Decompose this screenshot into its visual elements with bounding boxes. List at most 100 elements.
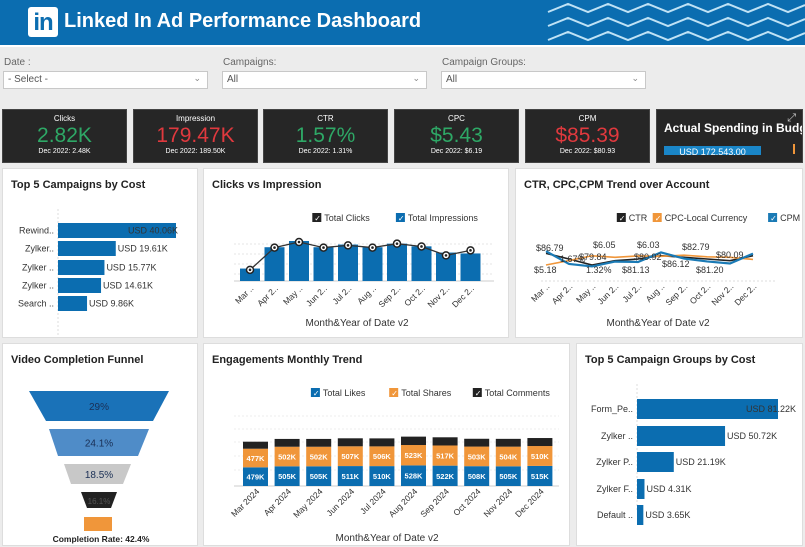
clicks-point-dot xyxy=(469,249,472,252)
data-label: $82.79 xyxy=(682,242,710,252)
funnel-label: 29% xyxy=(89,402,109,413)
date-filter-select[interactable]: - Select - ⌄ xyxy=(3,71,208,89)
impressions-bar xyxy=(387,243,407,281)
x-tick-label: Jun 2.. xyxy=(304,283,329,308)
stack-segment-total-shares xyxy=(432,445,458,466)
kpi-comparison: Dec 2022: $80.93 xyxy=(559,148,616,155)
data-label: 502K xyxy=(278,453,297,462)
campaigns-filter-value: All xyxy=(227,74,239,85)
legend-checkbox xyxy=(472,388,482,397)
stack-segment-total-comments xyxy=(306,438,332,447)
stack-segment-total-comments xyxy=(464,438,490,447)
data-label: 477K xyxy=(247,454,266,463)
stack-segment-total-shares xyxy=(306,446,332,467)
data-label: 505K xyxy=(310,472,329,481)
data-label: 510K xyxy=(373,472,392,481)
data-label: USD 40.06K xyxy=(128,226,178,236)
stack-segment-total-comments xyxy=(274,438,300,447)
budget-marker xyxy=(793,144,795,154)
stack-segment-total-likes xyxy=(527,465,553,486)
campaign-groups-filter-select[interactable]: All ⌄ xyxy=(441,71,646,89)
kpi-title: Clicks xyxy=(53,114,76,123)
campaign-groups-filter-label: Campaign Groups: xyxy=(442,57,526,68)
data-label: 523K xyxy=(405,451,424,460)
ctr-trend-panel: CTR, CPC,CPM Trend over Account ✓ CTR ✓ CPC… xyxy=(515,168,803,338)
kpi-comparison: Dec 2022: $6.19 xyxy=(430,148,483,155)
x-tick-label: Aug 2024 xyxy=(387,486,420,519)
clicks-point-dot xyxy=(444,254,448,257)
bar xyxy=(637,426,726,446)
legend-label: Total Likes xyxy=(323,388,366,398)
zigzag-decoration xyxy=(547,2,805,42)
data-label: 515K xyxy=(531,472,550,481)
linkedin-logo: in xyxy=(28,7,58,37)
impressions-bar xyxy=(289,241,309,281)
stack-segment-total-comments xyxy=(495,438,521,447)
impressions-bar xyxy=(362,247,383,281)
chevron-down-icon: ⌄ xyxy=(193,73,201,83)
funnel-label: 16.1% xyxy=(88,497,111,506)
campaigns-filter-select[interactable]: All ⌄ xyxy=(222,71,427,89)
stack-segment-total-comments xyxy=(401,436,426,446)
impressions-bar xyxy=(436,252,456,281)
data-label: 508K xyxy=(468,472,487,481)
impressions-bar xyxy=(240,268,260,281)
x-axis-title: Month&Year of Date v2 xyxy=(606,318,709,329)
data-label: $80.09 xyxy=(716,250,744,260)
data-label: $6.05 xyxy=(593,240,616,250)
stack-segment-total-likes xyxy=(337,466,363,486)
panel-title: Video Completion Funnel xyxy=(11,354,144,366)
expand-icon[interactable]: ⤢ xyxy=(787,112,796,124)
clicks-point-dot xyxy=(371,246,374,249)
check-icon: ✓ xyxy=(391,389,398,398)
check-icon: ✓ xyxy=(475,389,482,398)
x-tick-label: Nov 2.. xyxy=(709,281,735,307)
legend-label: Total Comments xyxy=(485,388,551,398)
category-label: Zylker .. xyxy=(22,263,54,273)
x-tick-label: Sep 2024 xyxy=(418,486,451,519)
data-label: 1.67% xyxy=(560,254,586,264)
data-label: 507K xyxy=(341,452,360,461)
funnel-label: 18.5% xyxy=(85,470,113,481)
stack-segment-total-likes xyxy=(495,466,521,486)
bar xyxy=(58,260,105,275)
x-tick-label: Jul 2024 xyxy=(358,486,388,516)
x-tick-label: Apr 2.. xyxy=(550,281,575,306)
legend-checkbox xyxy=(768,213,778,222)
stack-segment-total-shares xyxy=(527,446,553,466)
stack-segment-total-shares xyxy=(369,446,395,467)
kpi-comparison: Dec 2022: 1.31% xyxy=(298,148,353,155)
data-label: $86.79 xyxy=(536,243,564,253)
data-label: USD 3.65K xyxy=(645,510,690,520)
stack-segment-total-likes xyxy=(401,465,426,486)
data-label: USD 15.77K xyxy=(106,263,156,273)
kpi-value: 1.57% xyxy=(295,124,356,147)
stack-segment-total-shares xyxy=(401,445,426,466)
kpi-card-ctr: CTR 1.57% Dec 2022: 1.31% xyxy=(263,109,388,163)
data-label: 528K xyxy=(405,472,424,481)
funnel-stage xyxy=(84,517,112,531)
clicks-point-dot xyxy=(297,240,301,244)
kpi-card-clicks: Clicks 2.82K Dec 2022: 2.48K xyxy=(2,109,127,163)
data-label: 517K xyxy=(436,452,455,461)
date-filter-label: Date : xyxy=(4,57,31,68)
category-label: Zylker F.. xyxy=(596,484,633,494)
data-label: USD 50.72K xyxy=(727,431,777,441)
kpi-comparison: Dec 2022: 189.50K xyxy=(165,148,226,155)
kpi-title: CPC xyxy=(448,114,465,123)
clicks-point-dot xyxy=(322,246,325,249)
data-label: USD 4.31K xyxy=(646,484,691,494)
check-icon: ✓ xyxy=(655,214,662,223)
funnel-stage xyxy=(81,492,117,508)
legend-label: CPM xyxy=(780,213,800,223)
impressions-bar xyxy=(313,247,334,281)
x-tick-label: Sep 2.. xyxy=(663,281,689,307)
funnel-label: 24.1% xyxy=(85,439,113,450)
legend-checkbox xyxy=(652,213,662,222)
spending-value: USD 172,543.00 xyxy=(679,147,746,155)
check-icon: ✓ xyxy=(314,214,321,223)
data-label: 506K xyxy=(373,452,392,461)
kpi-value: 2.82K xyxy=(37,124,92,147)
clicks-point-dot xyxy=(395,242,399,245)
stack-segment-total-comments xyxy=(432,437,458,446)
